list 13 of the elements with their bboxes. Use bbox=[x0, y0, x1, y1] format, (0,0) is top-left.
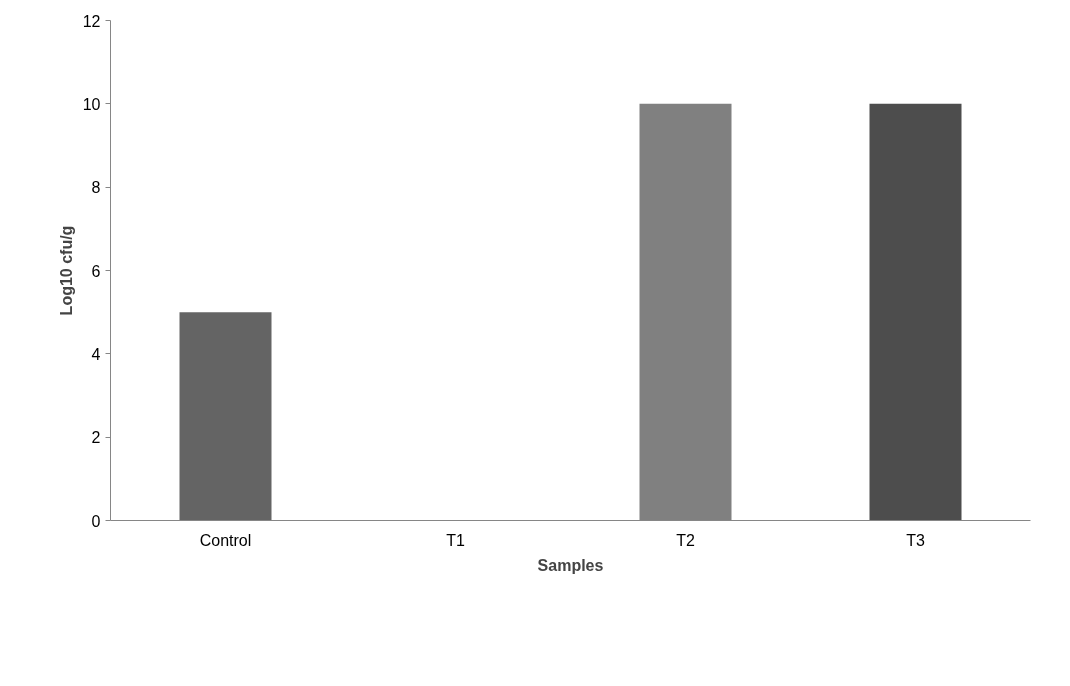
y-tick-label: 4 bbox=[91, 345, 101, 363]
y-tick-label: 10 bbox=[82, 95, 101, 113]
x-tick-label: T3 bbox=[906, 531, 925, 549]
y-tick-label: 0 bbox=[91, 512, 101, 530]
x-tick-label: T1 bbox=[446, 531, 465, 549]
x-axis-title: Samples bbox=[537, 556, 604, 574]
y-tick-label: 12 bbox=[82, 12, 101, 30]
y-tick-label: 2 bbox=[91, 429, 101, 447]
x-tick-label: Control bbox=[199, 531, 252, 549]
y-tick-label: 8 bbox=[91, 179, 101, 197]
x-tick-label: T2 bbox=[676, 531, 695, 549]
y-axis-title: Log10 cfu/g bbox=[57, 225, 75, 316]
y-tick-label: 6 bbox=[91, 262, 101, 280]
